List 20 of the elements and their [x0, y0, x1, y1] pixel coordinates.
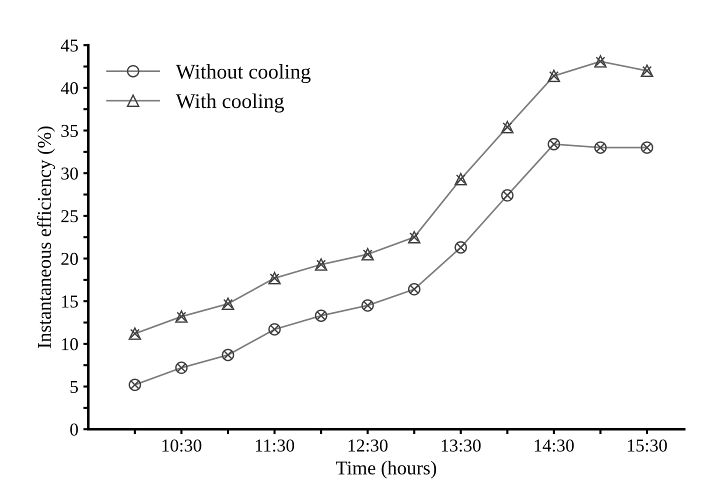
x-tick-label: 12:30 — [348, 439, 388, 452]
y-tick-label: 30 — [61, 167, 78, 180]
x-tick-label: 11:30 — [256, 439, 294, 452]
legend-label: Without cooling — [176, 64, 311, 84]
y-tick-label: 25 — [61, 210, 78, 222]
y-tick-label: 15 — [62, 296, 78, 308]
y-tick-label: 10 — [62, 338, 78, 350]
legend-label: With cooling — [176, 94, 284, 113]
y-tick-label: 20 — [61, 252, 78, 265]
x-tick-label: 13:30 — [442, 439, 481, 452]
x-axis-title: Time (hours) — [336, 460, 436, 478]
x-tick-label: 15:30 — [628, 439, 667, 452]
y-tick-label: 35 — [61, 124, 78, 137]
y-axis-title: Instantaneous efficiency (%) — [37, 126, 55, 348]
x-tick-label: 14:30 — [534, 439, 574, 452]
y-tick-label: 40 — [60, 82, 78, 94]
y-tick-label: 5 — [70, 380, 78, 393]
y-tick-label: 0 — [70, 423, 78, 436]
x-tick-label: 10:30 — [162, 439, 202, 452]
y-tick-label: 45 — [60, 40, 78, 52]
